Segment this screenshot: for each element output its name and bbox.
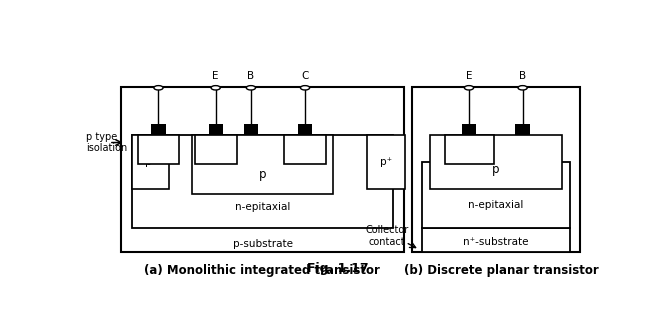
Text: p: p: [259, 168, 266, 181]
Text: n⁺: n⁺: [299, 146, 311, 156]
Bar: [445, 135, 494, 164]
Text: n⁺-substrate: n⁺-substrate: [463, 237, 529, 247]
Circle shape: [211, 86, 220, 90]
Circle shape: [301, 86, 310, 90]
Bar: [132, 135, 169, 189]
Text: (a) Monolithic integrated transistor: (a) Monolithic integrated transistor: [144, 264, 380, 277]
Text: p: p: [492, 163, 500, 176]
Text: p type
isolation: p type isolation: [86, 132, 128, 153]
Text: C: C: [301, 71, 308, 81]
Text: n⁺: n⁺: [152, 146, 165, 156]
Text: E: E: [212, 71, 219, 81]
Bar: [138, 135, 179, 164]
Circle shape: [246, 86, 256, 90]
Bar: [195, 135, 237, 164]
Bar: [412, 87, 581, 252]
Bar: [244, 124, 258, 135]
Bar: [422, 162, 570, 228]
Bar: [367, 135, 405, 189]
Text: n-epitaxial: n-epitaxial: [235, 202, 291, 212]
Bar: [132, 135, 393, 228]
Text: p⁺: p⁺: [463, 146, 475, 156]
Text: Collector
contact: Collector contact: [365, 225, 409, 247]
Bar: [430, 135, 563, 189]
Text: B: B: [519, 71, 526, 81]
Text: (b) Discrete planar transistor: (b) Discrete planar transistor: [404, 264, 598, 277]
Bar: [192, 135, 333, 194]
Bar: [121, 87, 404, 252]
Bar: [208, 124, 223, 135]
Bar: [462, 124, 476, 135]
Circle shape: [465, 86, 474, 90]
Bar: [284, 135, 326, 164]
Text: B: B: [247, 71, 254, 81]
Bar: [515, 124, 530, 135]
Text: E: E: [466, 71, 473, 81]
Text: p⁺: p⁺: [380, 157, 392, 167]
Circle shape: [154, 86, 163, 90]
Text: Fig. 1.17: Fig. 1.17: [307, 262, 368, 275]
Bar: [152, 124, 165, 135]
Text: n-epitaxial: n-epitaxial: [469, 200, 524, 210]
Bar: [298, 124, 312, 135]
Circle shape: [518, 86, 527, 90]
Text: p⁺: p⁺: [145, 157, 157, 167]
Text: p-substrate: p-substrate: [233, 239, 293, 248]
Text: n⁺: n⁺: [210, 146, 221, 156]
Bar: [422, 228, 570, 252]
